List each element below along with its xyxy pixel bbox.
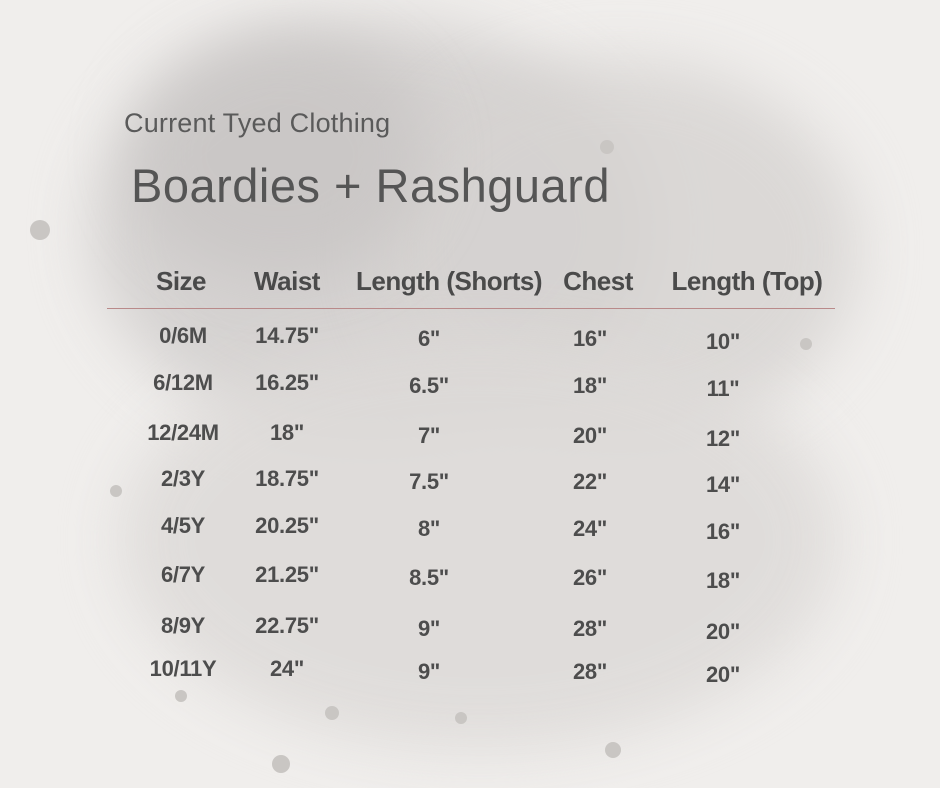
cell-size: 2/3Y: [160, 466, 206, 491]
cell-chest: 24": [572, 516, 608, 541]
cell-length-top: 10": [705, 329, 741, 354]
cell-length-top: 11": [706, 376, 740, 401]
cell-length-top: 20": [705, 662, 741, 687]
cell-length-top: 20": [705, 619, 741, 644]
cell-size: 10/11Y: [149, 656, 217, 681]
cell-size: 0/6M: [159, 323, 207, 348]
cell-length-top: 18": [705, 568, 741, 593]
cell-length-shorts: 7.5": [409, 469, 449, 494]
cell-chest: 20": [572, 423, 608, 448]
cell-waist: 20.25": [255, 513, 319, 538]
cell-chest: 18": [572, 373, 608, 398]
cell-size: 4/5Y: [160, 513, 206, 538]
header-length-top: Length (Top): [671, 266, 823, 296]
cell-waist: 14.75": [255, 323, 319, 348]
cell-length-shorts: 7": [417, 423, 441, 448]
cell-size: 8/9Y: [160, 613, 206, 638]
cell-length-top: 12": [705, 426, 741, 451]
cell-waist: 22.75": [255, 613, 319, 638]
header-divider: [107, 308, 835, 309]
cell-length-shorts: 9": [417, 659, 441, 684]
cell-length-shorts: 6": [417, 326, 441, 351]
header-length-shorts: Length (Shorts): [355, 266, 543, 296]
cell-size: 12/24M: [147, 420, 219, 445]
cell-length-shorts: 8": [417, 516, 441, 541]
cell-length-shorts: 6.5": [409, 373, 449, 398]
cell-chest: 26": [572, 565, 608, 590]
cell-length-shorts: 8.5": [409, 565, 449, 590]
page-title: Boardies + Rashguard: [131, 159, 610, 212]
header-size: Size: [155, 266, 207, 296]
cell-length-top: 16": [705, 519, 741, 544]
cell-chest: 28": [572, 616, 608, 641]
cell-waist: 24": [269, 656, 305, 681]
cell-length-top: 14": [705, 472, 741, 497]
cell-size: 6/7Y: [160, 562, 206, 587]
cell-length-shorts: 9": [417, 616, 441, 641]
cell-waist: 16.25": [255, 370, 319, 395]
header-chest: Chest: [563, 266, 633, 296]
cell-chest: 22": [572, 469, 608, 494]
cell-waist: 18.75": [255, 466, 319, 491]
cell-chest: 16": [572, 326, 608, 351]
cell-waist: 21.25": [255, 562, 319, 587]
cell-waist: 18": [269, 420, 305, 445]
cell-chest: 28": [572, 659, 608, 684]
brand-name: Current Tyed Clothing: [124, 108, 391, 138]
cell-size: 6/12M: [153, 370, 213, 395]
header-waist: Waist: [254, 266, 320, 296]
